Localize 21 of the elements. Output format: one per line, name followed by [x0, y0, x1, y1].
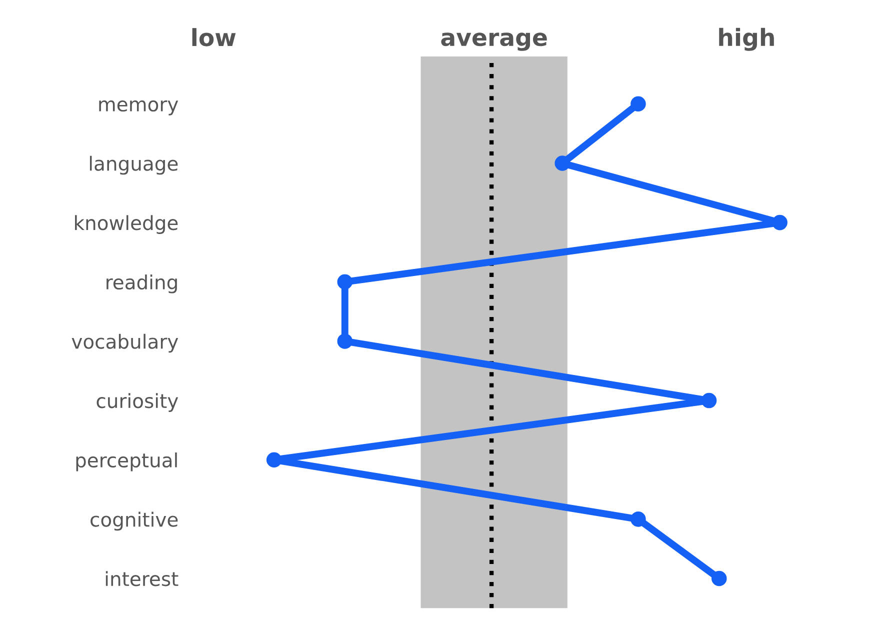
y-tick-label: interest	[106, 571, 178, 586]
y-tick-label: curiosity	[96, 393, 178, 412]
point	[554, 156, 570, 171]
y-tick-label: language	[90, 156, 178, 175]
y-tick-label: vocabulary	[72, 334, 178, 353]
y-tick-label: reading	[106, 274, 177, 294]
text: low	[192, 28, 236, 46]
point	[337, 334, 353, 349]
y-tick-label: cognitive	[90, 512, 178, 531]
y-tick-label: perceptual	[76, 452, 177, 472]
text: high	[719, 28, 774, 51]
y-tick-label: memory	[99, 100, 178, 116]
point	[337, 274, 353, 290]
point	[701, 392, 717, 408]
y-tick-label: knowledge	[75, 215, 178, 234]
point	[630, 512, 646, 527]
band-label: average	[441, 32, 547, 51]
point	[266, 452, 282, 468]
point	[772, 214, 788, 230]
point	[630, 96, 646, 112]
point	[712, 570, 727, 586]
